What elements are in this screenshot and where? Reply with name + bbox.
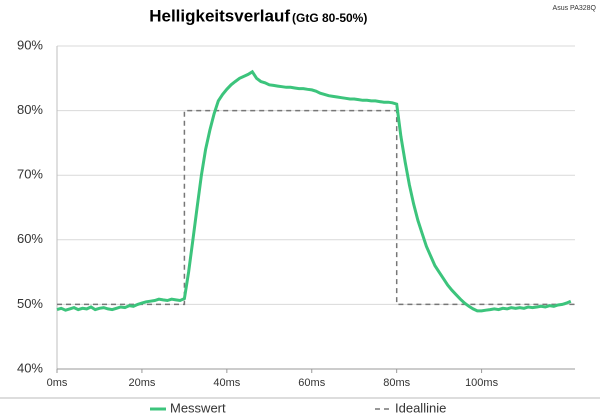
x-tick-label: 20ms	[128, 377, 155, 389]
x-tick-label: 60ms	[298, 377, 325, 389]
y-tick-label: 90%	[17, 37, 43, 52]
x-tick-label: 100ms	[465, 377, 499, 389]
y-tick-label: 60%	[17, 231, 43, 246]
legend-label: Ideallinie	[395, 400, 446, 415]
y-tick-label: 50%	[17, 296, 43, 311]
y-tick-label: 70%	[17, 167, 43, 182]
legend-label: Messwert	[170, 400, 226, 415]
chart-subtitle: (GtG 80-50%)	[292, 11, 367, 25]
y-tick-label: 80%	[17, 102, 43, 117]
x-tick-label: 0ms	[47, 377, 68, 389]
series-line	[57, 109, 575, 306]
y-tick-label: 40%	[17, 360, 43, 375]
x-tick-label: 80ms	[383, 377, 410, 389]
chart-title: Helligkeitsverlauf	[149, 6, 290, 25]
x-tick-label: 40ms	[213, 377, 240, 389]
annotation: Asus PA328Q	[553, 5, 597, 12]
series-line	[56, 69, 572, 313]
